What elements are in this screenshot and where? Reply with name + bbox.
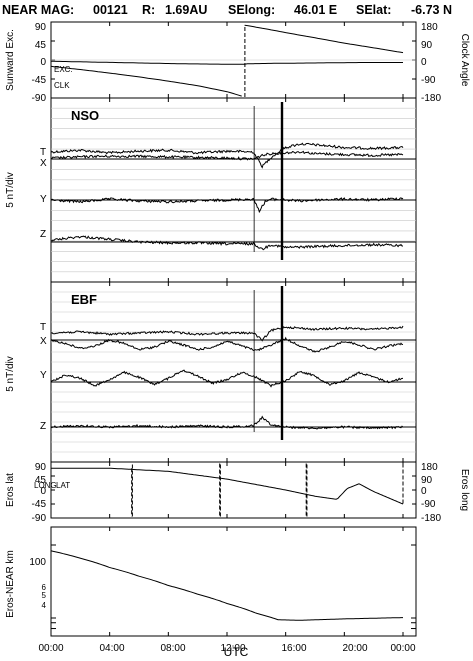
- sunward-axis-label: Sunward Exc.: [5, 29, 16, 91]
- ebf-trace-z: [50, 415, 404, 430]
- clock-tick-180: 180: [421, 22, 438, 33]
- panel-eros-frame: [50, 461, 417, 519]
- nso-tag: NSO: [71, 108, 99, 123]
- selat-label: SElat:: [356, 3, 391, 17]
- eros-long-axis-label: Eros long: [459, 469, 470, 511]
- nso-trace-y: [50, 197, 404, 214]
- ebf-axis-label: 5 nT/div: [5, 356, 16, 392]
- nso-trace-x: [50, 150, 404, 161]
- eros-lat-line: [51, 467, 404, 505]
- nso-label-z: Z: [40, 229, 46, 240]
- nso-label-x: X: [40, 158, 47, 169]
- ebf-label-x: X: [40, 336, 47, 347]
- panel-eros-position: Eros lat Eros long 90 45 0 -45 -90 180 9…: [5, 461, 470, 524]
- clk-series-line: [50, 65, 242, 97]
- sunward-tick-minus45: -45: [32, 75, 47, 86]
- eros-lat-tick-minus45: -45: [32, 499, 47, 510]
- sunward-tick-45: 45: [35, 40, 47, 51]
- clock-tick-0: 0: [421, 57, 427, 68]
- panel-ebf: EBF 5 nT/div T X Y Z: [5, 281, 417, 463]
- range-tick-5: 5: [42, 591, 47, 600]
- clock-tick-minus90: -90: [421, 75, 436, 86]
- nso-trace-t: [50, 142, 404, 169]
- range-value: 1.69AU: [165, 3, 207, 17]
- exc-series-line: [51, 60, 403, 65]
- range-tick-6: 6: [42, 583, 47, 592]
- range-label: R:: [142, 3, 155, 17]
- nso-label-t: T: [40, 147, 46, 158]
- panel-range: Eros-NEAR km 100 6 5 4: [5, 526, 417, 637]
- x-tick-1600: 16:00: [281, 643, 306, 654]
- eros-lat-tick-90: 90: [35, 462, 47, 473]
- eros-lat-tick-45: 45: [35, 475, 47, 486]
- ebf-label-t: T: [40, 322, 46, 333]
- sunward-tick-0: 0: [40, 57, 46, 68]
- nso-trace-z: [50, 235, 403, 251]
- ebf-label-z: Z: [40, 421, 46, 432]
- clock-angle-axis-label: Clock Angle: [459, 34, 470, 87]
- mission-label: NEAR MAG:: [2, 3, 74, 17]
- nso-label-y: Y: [40, 194, 47, 205]
- range-axis-label: Eros-NEAR km: [5, 550, 16, 618]
- x-tick-0000-end: 00:00: [390, 643, 415, 654]
- panel-range-frame: [50, 526, 417, 637]
- sunward-tick-90: 90: [35, 22, 47, 33]
- eros-long-tick-90: 90: [421, 475, 433, 486]
- nso-axis-label: 5 nT/div: [5, 172, 16, 208]
- range-line: [50, 550, 403, 621]
- clk-series-line-after: [244, 24, 404, 54]
- eros-long-tick-180: 180: [421, 462, 438, 473]
- header: NEAR MAG: 00121 R: 1.69AU SElong: 46.01 …: [2, 3, 452, 17]
- clock-tick-90: 90: [421, 40, 433, 51]
- x-tick-1200: 12:00: [220, 643, 245, 654]
- eros-lat-annotation: LAT: [56, 481, 70, 490]
- ebf-tag: EBF: [71, 292, 97, 307]
- exc-series-label: EXC.: [54, 65, 73, 74]
- eros-lat-axis-label: Eros lat: [5, 473, 16, 507]
- x-axis-label: UTC: [224, 645, 249, 656]
- selong-value: 46.01 E: [294, 3, 337, 17]
- clock-tick-minus180: -180: [421, 93, 441, 104]
- ebf-trace-t: [50, 325, 404, 342]
- ebf-label-y: Y: [40, 370, 47, 381]
- ebf-trace-y: [50, 369, 403, 388]
- x-tick-0000: 00:00: [38, 643, 63, 654]
- ebf-trace-x: [50, 336, 404, 353]
- panel-sunward: Sunward Exc. Clock Angle 90 45 0 -45 -90…: [5, 21, 470, 104]
- eros-long-tick-0: 0: [421, 486, 427, 497]
- x-axis: 00:00 04:00 08:00 12:00 16:00 20:00 00:0…: [38, 643, 415, 654]
- eros-lat-tick-minus90: -90: [32, 513, 47, 524]
- selat-value: -6.73 N: [411, 3, 452, 17]
- eros-long-tick-minus180: -180: [421, 513, 441, 524]
- range-tick-100: 100: [29, 557, 46, 568]
- x-tick-0400: 04:00: [99, 643, 124, 654]
- panel-nso: NSO 5 nT/div T X Y Z: [5, 97, 417, 283]
- selong-label: SElong:: [228, 3, 275, 17]
- x-tick-0800: 08:00: [160, 643, 185, 654]
- day-value: 00121: [93, 3, 128, 17]
- x-tick-2000: 20:00: [342, 643, 367, 654]
- eros-long-annotation: LONG: [34, 481, 57, 490]
- clk-series-label: CLK: [54, 81, 70, 90]
- sunward-tick-minus90: -90: [32, 93, 47, 104]
- eros-long-tick-minus90: -90: [421, 499, 436, 510]
- eros-lat-tick-0: 0: [40, 486, 46, 497]
- range-tick-4: 4: [42, 601, 47, 610]
